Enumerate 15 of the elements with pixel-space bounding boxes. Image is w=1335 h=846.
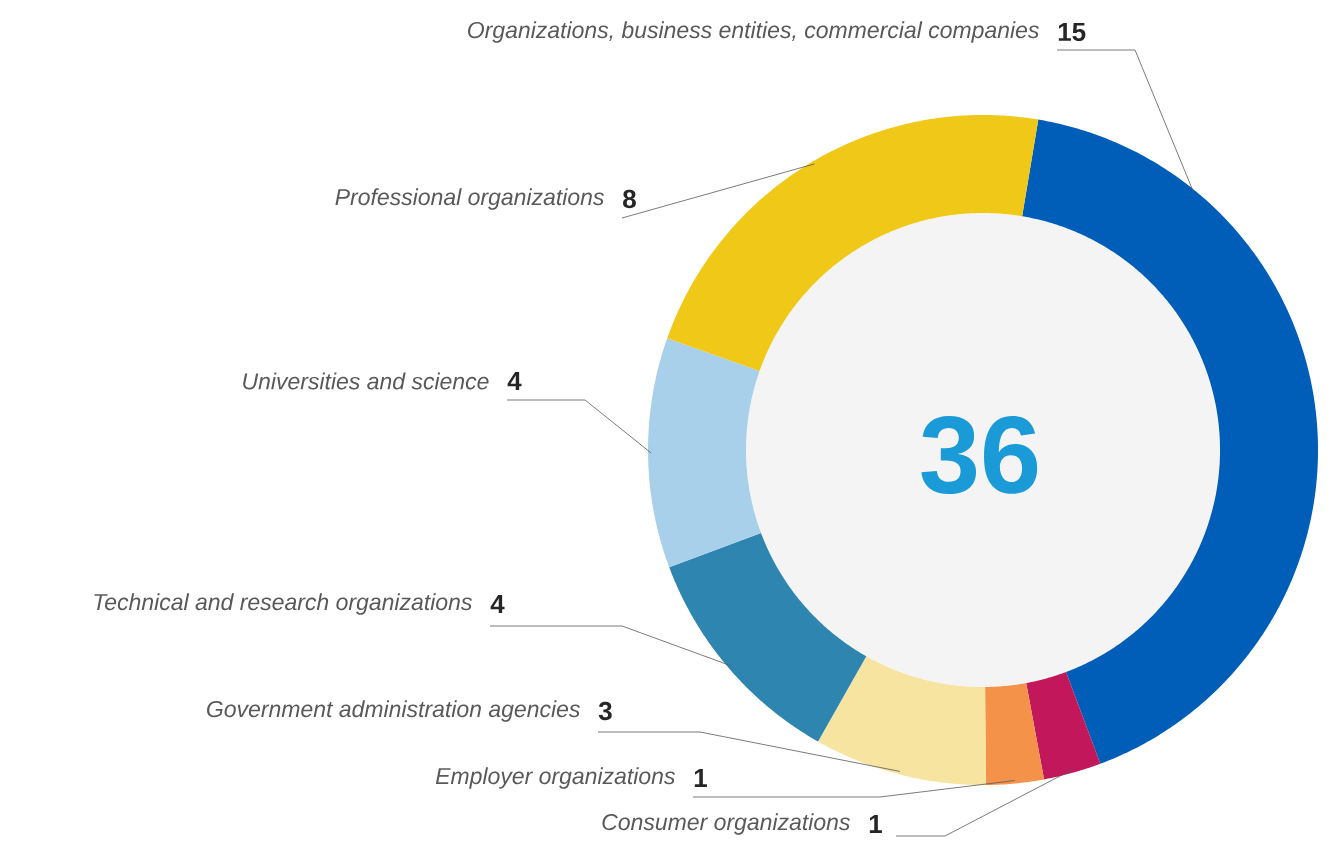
slice-label: Universities and science bbox=[243, 372, 489, 390]
data-label: 4 bbox=[507, 372, 522, 390]
data-label: 1 bbox=[869, 815, 882, 833]
slice-label: Organizations, business entities, commercial companies bbox=[468, 21, 1039, 43]
data-label: 1 bbox=[694, 769, 707, 787]
slice-label: Professional organizations bbox=[335, 188, 604, 210]
data-label: 8 bbox=[623, 189, 636, 209]
slice-label: Employer organizations bbox=[435, 767, 675, 789]
slice-label: Government administration agencies bbox=[207, 700, 580, 722]
data-label: 3 bbox=[598, 701, 612, 721]
data-label: 4 bbox=[490, 595, 505, 613]
data-label: 15 bbox=[1058, 22, 1086, 42]
slice-label: Consumer organizations bbox=[602, 813, 850, 835]
slice-label: Technical and research organizations bbox=[94, 593, 472, 615]
text: 36 bbox=[921, 415, 1038, 495]
